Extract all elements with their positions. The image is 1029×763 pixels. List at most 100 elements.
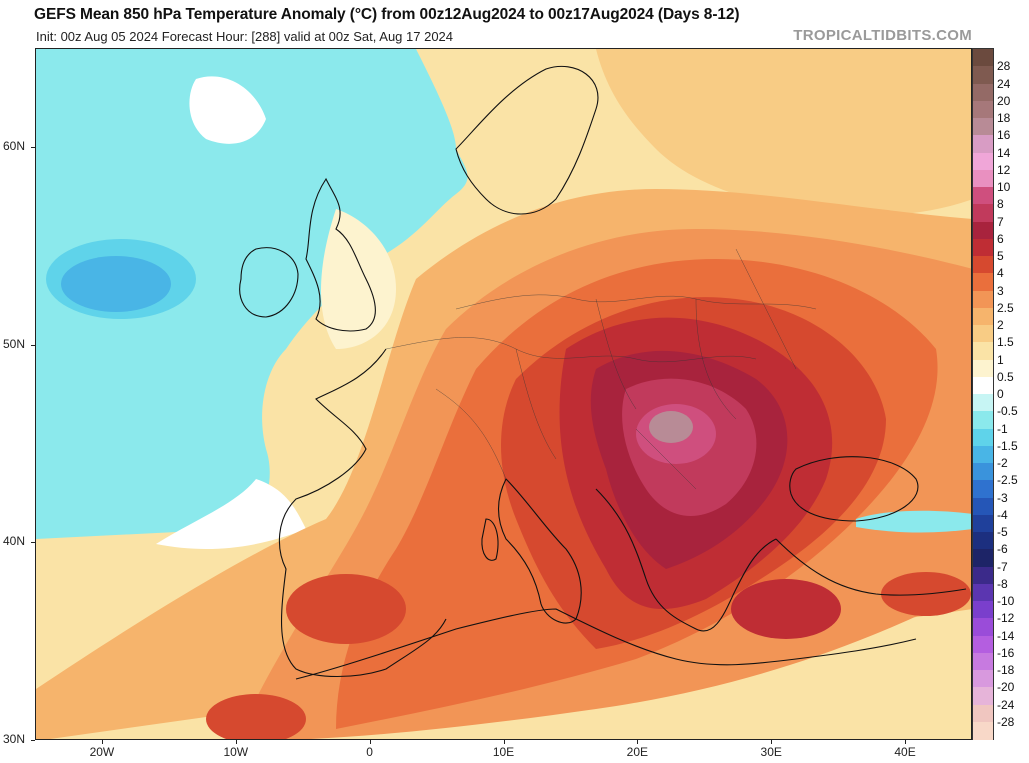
colorbar-label: -1 <box>997 421 1008 436</box>
lat-tick <box>31 740 35 741</box>
colorbar-label: 18 <box>997 111 1011 125</box>
colorbar-cell <box>973 359 993 378</box>
colorbar-label: 7 <box>997 214 1004 229</box>
colorbar-label: -16 <box>997 645 1015 660</box>
colorbar-cell <box>973 566 993 585</box>
neutral-zone-uk <box>321 209 396 349</box>
lat-label-50N: 50N <box>3 336 26 351</box>
colorbar-cell <box>973 480 993 498</box>
colorbar-cell <box>973 704 993 723</box>
colorbar-label: 4 <box>997 266 1004 281</box>
colorbar-label: 1.5 <box>997 335 1014 350</box>
colorbar-cell <box>973 618 993 636</box>
colorbar-label: -3 <box>997 490 1008 505</box>
chart-subtitle: Init: 00z Aug 05 2024 Forecast Hour: [28… <box>36 29 454 44</box>
lat-tick <box>31 344 35 346</box>
warm-core-inner <box>649 411 693 443</box>
colorbar-label: 8 <box>997 197 1004 212</box>
colorbar-cell <box>973 652 993 671</box>
lon-label-10W: 10W <box>223 745 249 759</box>
colorbar-label: -2 <box>997 456 1008 470</box>
colorbar-cell <box>973 118 993 136</box>
colorbar-cell <box>973 100 993 119</box>
colorbar-cell <box>973 514 993 533</box>
colorbar-label: -10 <box>997 594 1015 608</box>
colorbar-label: 6 <box>997 231 1004 246</box>
warm-sahara <box>206 694 306 739</box>
lat-label-30N: 30N <box>3 732 26 746</box>
colorbar-cell <box>973 601 993 619</box>
map-panel <box>35 48 972 740</box>
colorbar-label: 5 <box>997 249 1004 263</box>
colorbar-cell <box>973 187 993 205</box>
colorbar-label: -24 <box>997 697 1015 712</box>
lat-tick <box>31 146 35 148</box>
colorbar-label: 20 <box>997 93 1011 108</box>
colorbar-label: 1 <box>997 352 1004 367</box>
colorbar-label: -14 <box>997 628 1015 643</box>
lon-tick <box>503 740 505 744</box>
warm-iberia <box>286 574 406 644</box>
colorbar-label: -1.5 <box>997 438 1018 453</box>
colorbar-cell <box>973 342 993 360</box>
colorbar-label: 3 <box>997 283 1004 298</box>
colorbar-label: -0.5 <box>997 404 1018 419</box>
colorbar-cell <box>973 169 993 188</box>
colorbar-cell <box>973 152 993 171</box>
chart-title: GEFS Mean 850 hPa Temperature Anomaly (°… <box>34 6 740 23</box>
colorbar-label: 0 <box>997 387 1004 401</box>
colorbar-label: 24 <box>997 76 1011 91</box>
colorbar-label: 2 <box>997 318 1004 332</box>
colorbar-label: 2.5 <box>997 300 1014 315</box>
colorbar-cell <box>973 66 993 84</box>
brand-watermark: TROPICALTIDBITS.COM <box>793 27 972 44</box>
lon-label-40E: 40E <box>894 745 916 759</box>
warm-anatolia <box>731 579 841 639</box>
lat-label-60N: 60N <box>3 138 26 153</box>
colorbar-label: 12 <box>997 162 1011 177</box>
colorbar-cell <box>973 428 993 447</box>
colorbar-label: 16 <box>997 128 1011 143</box>
country-borders <box>385 248 817 490</box>
colorbar-label: -4 <box>997 507 1008 522</box>
colorbar-cell <box>973 325 993 343</box>
colorbar-cell <box>973 721 993 740</box>
colorbar-cell <box>973 583 993 602</box>
cool-region-atlantic <box>36 49 468 539</box>
colorbar-cell <box>973 204 993 222</box>
colorbar-label: -12 <box>997 611 1015 626</box>
colorbar-cell <box>973 256 993 274</box>
lon-label-20E: 20E <box>626 745 649 759</box>
colorbar-label: -8 <box>997 576 1008 591</box>
lon-label-20W: 20W <box>89 745 115 759</box>
colorbar-label: 14 <box>997 145 1011 160</box>
colorbar-cell <box>973 549 993 567</box>
colorbar-cell <box>973 307 993 326</box>
lon-tick <box>369 740 371 744</box>
warm-low-north <box>596 49 971 216</box>
colorbar-label: -6 <box>997 542 1008 557</box>
colorbar <box>972 48 994 740</box>
colorbar-cell <box>973 687 993 705</box>
lon-tick <box>235 740 237 744</box>
colorbar-cell <box>973 49 993 67</box>
colorbar-cell <box>973 532 993 550</box>
colorbar-cell <box>973 376 993 395</box>
colorbar-cell <box>973 635 993 654</box>
lon-tick <box>637 740 639 744</box>
lon-tick <box>905 740 907 744</box>
colorbar-label: -5 <box>997 525 1008 539</box>
lat-tick <box>31 542 35 544</box>
colorbar-label: -18 <box>997 663 1015 677</box>
lat-label-40N: 40N <box>3 534 26 549</box>
colorbar-cell <box>973 497 993 516</box>
neutral-zone-scandinavia <box>189 76 266 144</box>
coastlines <box>239 65 967 680</box>
colorbar-cell <box>973 273 993 291</box>
colorbar-label: 0.5 <box>997 369 1014 384</box>
colorbar-cell <box>973 445 993 464</box>
anomaly-map <box>36 49 971 739</box>
colorbar-label: -28 <box>997 714 1015 729</box>
colorbar-label: 10 <box>997 180 1011 194</box>
colorbar-label: -7 <box>997 559 1008 574</box>
